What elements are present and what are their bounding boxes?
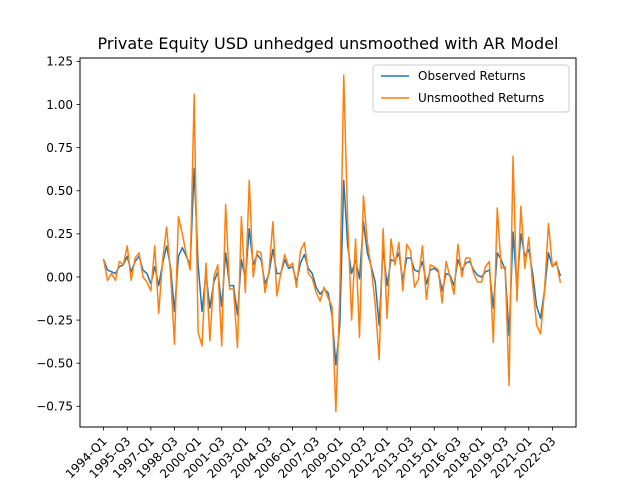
legend-frame: [372, 64, 570, 113]
series-line-unsmoothed-returns: [102, 74, 562, 413]
legend-label-unsmoothed-returns: Unsmoothed Returns: [418, 91, 544, 105]
y-tick-label: −0.75: [36, 400, 73, 414]
legend-label-observed-returns: Observed Returns: [418, 69, 526, 83]
y-tick-label: −0.50: [36, 357, 73, 371]
plot-background: [80, 58, 576, 427]
y-tick-label: −0.25: [36, 313, 73, 327]
chart-title: Private Equity USD unhedged unsmoothed w…: [98, 34, 559, 53]
y-tick-label: 1.25: [46, 55, 73, 69]
y-axis: −0.75 −0.50 −0.25 0.00 0.25 0.50 0.75 1.00 1.25: [36, 55, 80, 414]
y-tick-label: 1.00: [46, 98, 73, 112]
y-tick-label: 0.75: [46, 141, 73, 155]
plot-frame: [79, 57, 577, 428]
legend: Observed Returns Unsmoothed Returns: [372, 64, 570, 113]
y-tick-label: 0.25: [46, 227, 73, 241]
plot-area: [79, 57, 577, 428]
y-tick-label: 0.50: [46, 184, 73, 198]
y-tick-label: 0.00: [46, 270, 73, 284]
x-axis: 1994-Q11995-Q31997-Q11998-Q32000-Q12001-…: [63, 427, 559, 480]
series-layer: [102, 74, 562, 413]
